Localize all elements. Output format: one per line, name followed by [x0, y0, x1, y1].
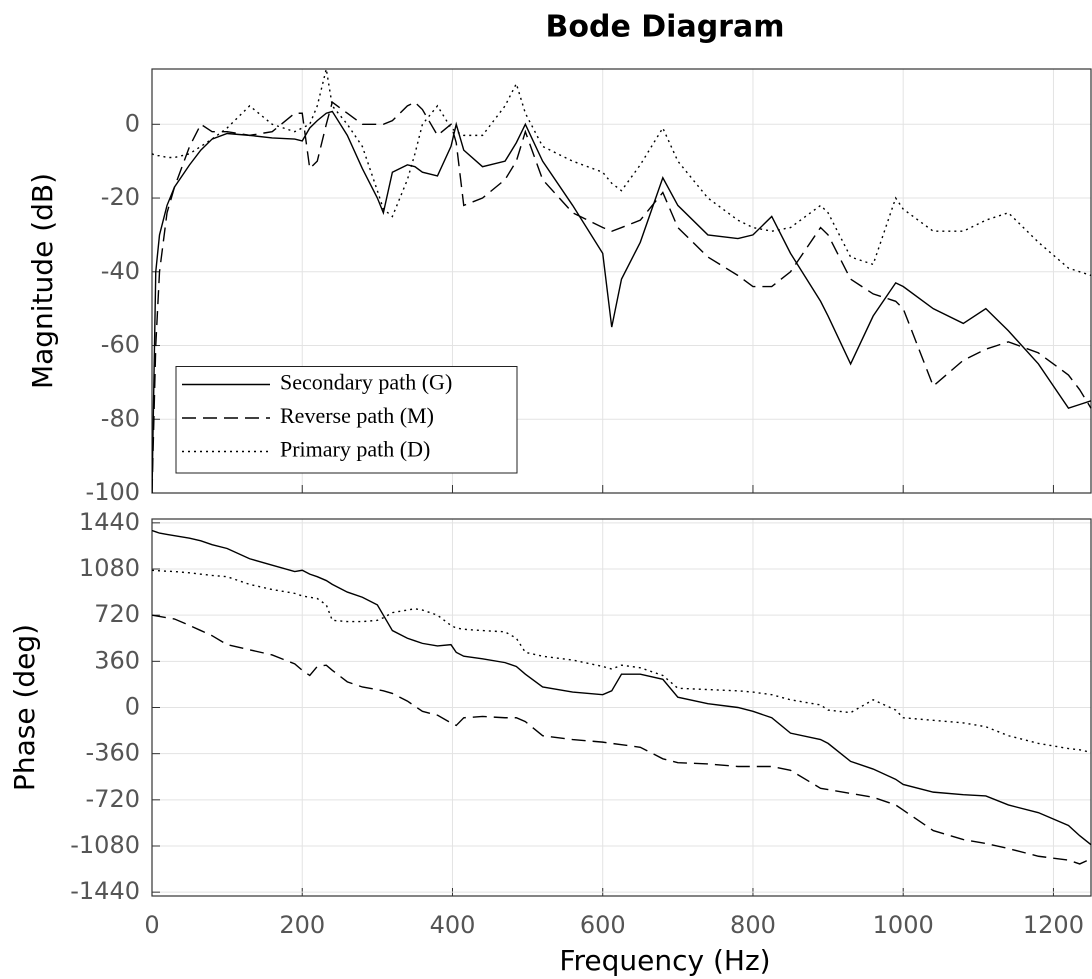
x-tick-label: 0: [144, 911, 159, 939]
y-tick-label: -1440: [70, 877, 140, 905]
x-tick-label: 200: [279, 911, 325, 939]
y-tick-label: 720: [94, 600, 140, 628]
series-line: [152, 614, 1092, 865]
legend-label: Reverse path (M): [280, 403, 434, 428]
y-axis-label: Phase (deg): [8, 624, 41, 791]
x-tick-label: 400: [430, 911, 476, 939]
x-tick-label: 600: [580, 911, 626, 939]
legend-label: Primary path (D): [280, 437, 430, 462]
y-tick-label: 360: [94, 646, 140, 674]
y-tick-label: 0: [125, 693, 140, 721]
chart-title: Bode Diagram: [546, 10, 785, 45]
x-tick-label: 800: [730, 911, 776, 939]
y-tick-label: -80: [101, 404, 140, 432]
y-tick-label: 1080: [79, 554, 140, 582]
y-tick-label: -720: [86, 785, 140, 813]
axes-box: [151, 518, 1092, 897]
x-tick-label: 1200: [1023, 911, 1084, 939]
y-tick-label: -100: [86, 478, 140, 506]
series-line: [152, 110, 1092, 493]
y-tick-label: -60: [101, 331, 140, 359]
y-tick-label: -20: [101, 183, 140, 211]
y-tick-label: 0: [125, 109, 140, 137]
series-line: [152, 529, 1092, 846]
y-tick-label: -1080: [70, 831, 140, 859]
series-group: [152, 529, 1092, 865]
axes-box: [151, 68, 1092, 494]
y-tick-label: -40: [101, 257, 140, 285]
x-axis-label: Frequency (Hz): [559, 944, 770, 977]
y-axis-label: Magnitude (dB): [26, 173, 59, 389]
series-line: [152, 101, 1092, 493]
series-group: [152, 69, 1092, 493]
series-line: [152, 69, 1092, 277]
y-tick-label: -360: [86, 739, 140, 767]
x-tick-label: 1000: [873, 911, 934, 939]
y-tick-label: 1440: [79, 508, 140, 536]
legend-label: Secondary path (G): [280, 370, 452, 395]
